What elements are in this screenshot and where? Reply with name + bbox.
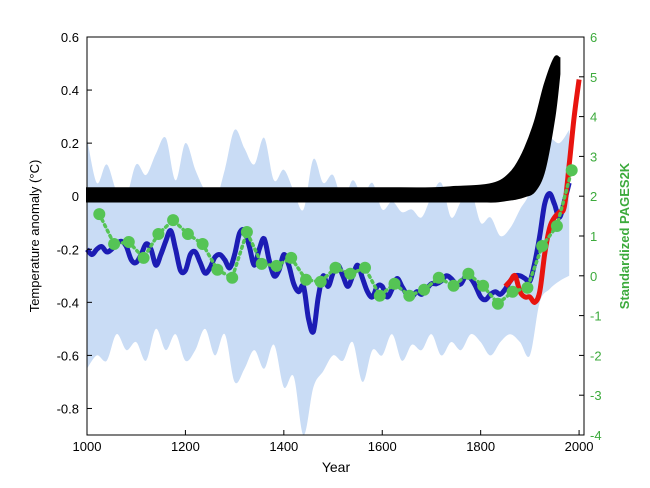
pages2k-point: [359, 261, 371, 274]
y2-axis-label: Standardized PAGES2K: [617, 162, 632, 309]
pages2k-point: [314, 275, 327, 288]
y2-tick-label: 6: [590, 30, 597, 45]
y2-tick-label: 3: [590, 149, 597, 164]
pages2k-point: [373, 289, 386, 302]
y-tick-label: 0: [72, 189, 79, 204]
pages2k-point: [285, 251, 298, 264]
y-tick-label: 0.6: [61, 30, 79, 45]
x-tick-label: 1000: [73, 439, 102, 454]
pages2k-point: [447, 279, 460, 292]
pages2k-point: [521, 281, 534, 294]
pages2k-point: [226, 271, 239, 284]
pages2k-point: [344, 267, 357, 280]
reconstruction-line: [85, 182, 572, 335]
pages2k-point: [181, 228, 194, 240]
pages2k-point: [536, 240, 549, 252]
pages2k-point: [418, 283, 431, 296]
x-tick-label: 2000: [565, 439, 594, 454]
pages2k-point: [211, 263, 224, 276]
y2-tick-label: 1: [590, 229, 597, 244]
y2-tick-label: -4: [590, 428, 602, 443]
projection-band: [86, 55, 561, 203]
pages2k-point: [196, 238, 209, 250]
y-tick-label: -0.6: [57, 348, 79, 363]
pages2k-point: [477, 279, 490, 292]
pages2k-point: [240, 226, 253, 238]
y2-tick-label: -3: [590, 388, 602, 403]
pages2k-point: [506, 285, 519, 298]
y-tick-label: -0.4: [57, 295, 79, 310]
y2-tick-label: 4: [590, 110, 597, 125]
y-tick-label: -0.2: [57, 242, 79, 257]
pages2k-point: [403, 289, 416, 302]
y-axis-label: Temperature anomaly (°C): [27, 160, 42, 313]
y2-tick-label: -2: [590, 348, 602, 363]
pages2k-point: [491, 297, 504, 310]
pages2k-point: [300, 273, 312, 286]
pages2k-point: [329, 261, 342, 274]
pages2k-point: [152, 228, 165, 240]
axes: 1000 1200 1400 1600 1800 2000-0.8-0.6-0.4-0.2…: [57, 30, 602, 454]
pages2k-point: [137, 251, 150, 264]
y-tick-label: 0.4: [61, 83, 79, 98]
y-tick-label: 0.2: [61, 136, 79, 151]
pages2k-point: [255, 257, 268, 270]
y2-tick-label: 2: [590, 189, 597, 204]
y-tick-label: -0.8: [57, 401, 79, 416]
plot-area: [85, 55, 582, 436]
pages2k-point: [108, 238, 121, 250]
pages2k-point: [167, 214, 180, 227]
pages2k-point: [550, 220, 563, 232]
pages2k-point: [270, 259, 283, 272]
pages2k-point: [432, 271, 445, 284]
x-tick-label: 1600: [368, 439, 397, 454]
pages2k-point: [462, 267, 475, 280]
y2-tick-label: -1: [590, 309, 602, 324]
pages2k-point: [93, 208, 106, 221]
instrumental-line: [503, 79, 582, 305]
y2-tick-label: 0: [590, 269, 597, 284]
pages2k-point: [565, 164, 578, 177]
x-tick-label: 1400: [269, 439, 298, 454]
pages2k-point: [122, 236, 135, 248]
x-tick-label: 1200: [171, 439, 200, 454]
y2-tick-label: 5: [590, 70, 597, 85]
pages2k-point: [388, 277, 401, 290]
x-axis-label: Year: [322, 459, 351, 475]
x-tick-label: 1800: [466, 439, 495, 454]
